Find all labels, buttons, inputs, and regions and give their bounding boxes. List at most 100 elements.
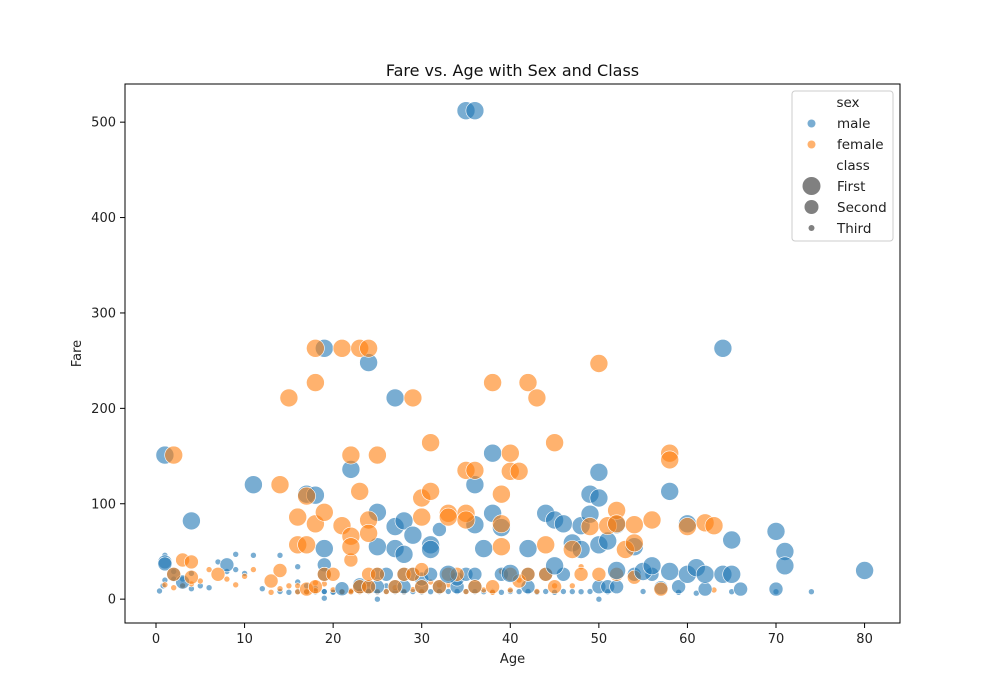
data-point-female-third (232, 581, 239, 589)
data-point-male-second (219, 557, 235, 573)
data-point-male-second (157, 556, 173, 572)
data-point-female-first (332, 338, 352, 358)
data-point-female-first (297, 535, 316, 555)
data-point-female-second (414, 579, 430, 595)
data-point-female-first (465, 461, 485, 480)
plot-frame (124, 83, 901, 624)
data-point-female-third (205, 566, 213, 573)
data-point-male-third (232, 550, 239, 558)
data-point-male-first (722, 530, 742, 550)
data-point-male-second (733, 581, 748, 597)
data-point-female-first (483, 373, 502, 392)
data-point-male-third (515, 588, 523, 595)
data-point-male-first (589, 462, 609, 482)
data-point-male-second (768, 581, 784, 597)
data-point-female-first (456, 510, 476, 530)
data-point-female-second (370, 566, 385, 582)
legend-label-second: Second (837, 200, 887, 216)
data-point-female-first (589, 354, 609, 373)
data-point-female-second (520, 566, 536, 582)
x-tick-label: 30 (413, 632, 430, 647)
data-point-female-third (161, 581, 169, 589)
data-point-female-second (263, 573, 279, 589)
legend-title-class: class (836, 158, 870, 174)
data-point-female-second (325, 566, 341, 582)
data-point-male-second (467, 566, 483, 582)
data-point-female-second (467, 579, 483, 595)
data-point-male-second (609, 579, 624, 595)
data-point-male-third (374, 595, 381, 603)
data-point-male-first (385, 388, 405, 408)
data-point-female-first (509, 461, 529, 481)
data-point-female-second (591, 566, 607, 582)
legend-marker-male (807, 119, 816, 128)
data-point-female-first (270, 475, 290, 495)
data-point-female-second (308, 579, 323, 595)
data-point-male-third (560, 588, 567, 595)
legend-label-third: Third (836, 221, 871, 237)
data-point-female-first (306, 338, 325, 358)
legend-marker-third (808, 225, 815, 231)
data-point-male-third (542, 588, 550, 595)
data-point-female-first (314, 502, 334, 522)
y-tick-label: 400 (91, 211, 116, 226)
data-point-female-first (306, 373, 325, 392)
data-point-female-first (297, 486, 316, 506)
data-point-female-first (642, 510, 662, 530)
data-point-female-first (341, 537, 361, 557)
legend-label-first: First (837, 179, 865, 195)
x-tick-label: 0 (152, 632, 160, 647)
data-point-female-first (359, 523, 378, 543)
x-tick-label: 70 (768, 632, 785, 647)
data-point-male-first (695, 564, 715, 584)
data-point-male-first (642, 556, 662, 576)
data-point-male-first (607, 561, 626, 580)
data-point-male-third (258, 585, 266, 593)
data-point-female-first (368, 445, 387, 465)
data-point-female-second (184, 569, 199, 585)
x-tick-label: 80 (856, 632, 873, 647)
data-point-male-first (394, 544, 414, 564)
data-point-male-second (697, 581, 713, 597)
x-axis: 0 10 20 30 40 50 60 70 80 (152, 623, 873, 647)
data-point-male-first (182, 511, 201, 531)
data-point-female-third (462, 588, 470, 595)
data-point-male-third (250, 551, 257, 559)
data-point-female-third (382, 588, 390, 595)
data-points (155, 101, 874, 603)
legend-title-sex: sex (836, 95, 859, 111)
chart-title: Fare vs. Age with Sex and Class (386, 61, 639, 80)
data-point-male-first (465, 101, 485, 120)
data-point-female-first (164, 445, 183, 465)
data-point-female-third (250, 566, 257, 573)
data-point-male-second (432, 522, 447, 537)
data-point-female-first (562, 540, 582, 559)
data-point-female-third (506, 586, 514, 594)
data-point-male-first (421, 540, 440, 559)
data-point-male-first (722, 564, 742, 584)
data-point-male-first (483, 443, 502, 463)
data-point-female-second (272, 563, 288, 578)
data-point-female-second (184, 554, 199, 570)
data-point-female-first (359, 338, 378, 358)
data-point-male-third (320, 588, 328, 595)
data-point-female-second (432, 579, 447, 595)
data-point-male-first (660, 562, 680, 581)
data-point-female-first (438, 507, 458, 527)
data-point-male-third (595, 595, 603, 603)
data-point-female-first (678, 517, 697, 536)
data-point-female-first (492, 484, 511, 504)
data-point-male-first (775, 556, 795, 576)
data-point-female-first (536, 535, 556, 555)
legend-label-male: male (837, 116, 870, 132)
y-tick-label: 300 (91, 306, 116, 321)
y-tick-label: 100 (91, 497, 116, 512)
x-tick-label: 60 (679, 632, 696, 647)
y-tick-label: 500 (91, 116, 116, 131)
data-point-male-first (855, 561, 874, 580)
data-point-female-third (568, 582, 576, 590)
data-point-female-third (170, 584, 177, 592)
data-point-female-second (210, 566, 226, 582)
data-point-female-second (573, 566, 589, 582)
